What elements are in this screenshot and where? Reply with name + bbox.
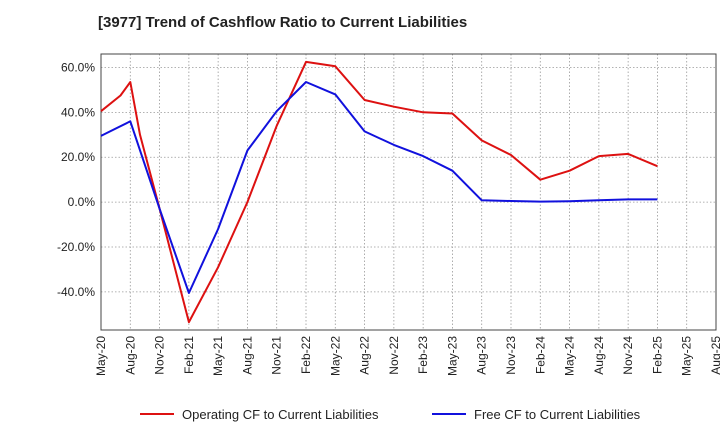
y-tick-label: 40.0%	[61, 105, 95, 119]
plot-frame	[100, 53, 717, 331]
x-tick-label: Nov-20	[153, 336, 167, 375]
y-tick-label: -20.0%	[57, 240, 95, 254]
y-tick-label: 0.0%	[68, 195, 96, 209]
x-tick-label: Aug-21	[240, 336, 254, 375]
x-tick-label: Feb-22	[299, 336, 313, 374]
x-tick-label: Nov-24	[621, 336, 635, 375]
x-tick-label: Feb-23	[416, 336, 430, 374]
x-tick-label: Aug-23	[475, 336, 489, 375]
x-tick-label: May-23	[445, 336, 459, 376]
x-tick-label: Feb-25	[650, 336, 664, 374]
x-tick-label: Aug-20	[123, 336, 137, 375]
chart-title: [3977] Trend of Cashflow Ratio to Curren…	[98, 14, 468, 31]
y-tick-label: -40.0%	[57, 285, 95, 299]
x-tick-label: Aug-25	[709, 336, 720, 375]
x-tick-label: Aug-24	[592, 336, 606, 375]
x-tick-label: May-22	[328, 336, 342, 376]
x-tick-label: May-24	[563, 336, 577, 376]
y-tick-label: 60.0%	[61, 60, 95, 74]
legend-label: Free CF to Current Liabilities	[474, 407, 641, 422]
x-tick-label: May-20	[94, 336, 108, 376]
x-tick-label: May-21	[211, 336, 225, 376]
x-tick-label: Nov-23	[504, 336, 518, 375]
x-tick-label: May-25	[680, 336, 694, 376]
y-tick-label: 20.0%	[61, 150, 95, 164]
x-tick-label: Aug-22	[358, 336, 372, 375]
x-tick-label: Nov-22	[387, 336, 401, 375]
x-tick-label: Feb-24	[533, 336, 547, 374]
legend-label: Operating CF to Current Liabilities	[182, 407, 379, 422]
x-tick-label: Feb-21	[182, 336, 196, 374]
operating-cf-line	[100, 60, 658, 324]
free-cf-line	[100, 81, 658, 294]
x-tick-label: Nov-21	[270, 336, 284, 375]
